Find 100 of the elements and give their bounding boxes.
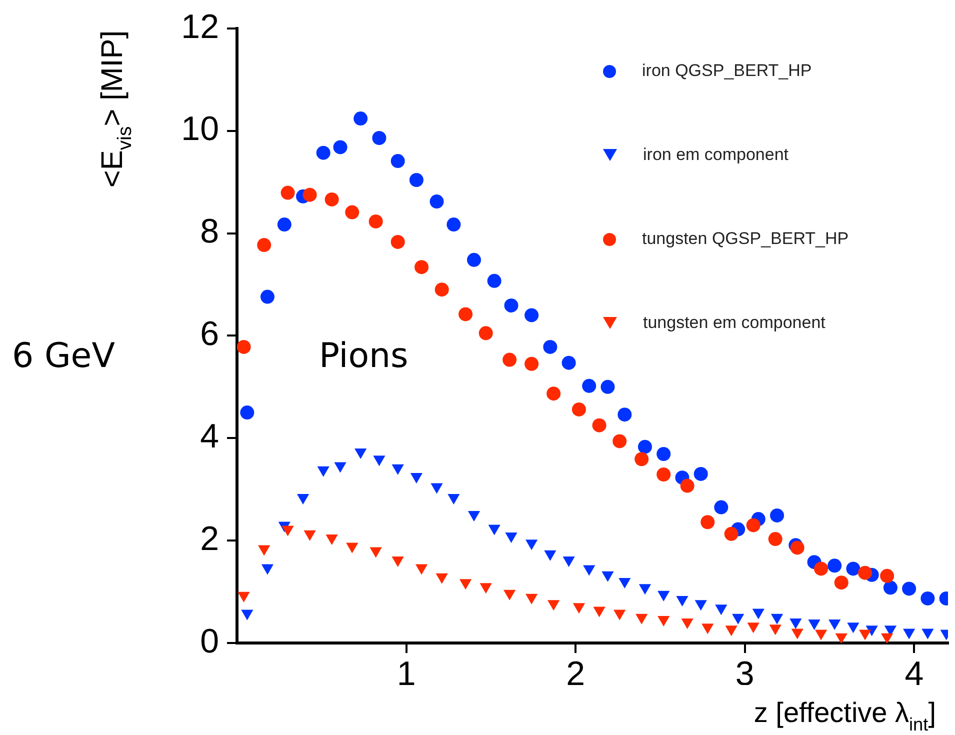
- point: [562, 356, 576, 370]
- text: 6 GeV: [12, 336, 115, 376]
- point: [446, 218, 461, 232]
- point: [345, 205, 360, 220]
- point: [769, 624, 782, 636]
- point: [681, 618, 694, 629]
- x-tick-label: 1: [396, 654, 416, 693]
- point: [478, 326, 493, 340]
- point: [866, 626, 878, 636]
- point: [467, 252, 481, 267]
- point: [544, 550, 556, 561]
- point: [847, 622, 860, 634]
- point: [700, 515, 715, 530]
- point: [835, 633, 848, 643]
- point: [732, 614, 744, 624]
- point: [715, 604, 728, 616]
- point: [505, 532, 518, 543]
- point: [503, 590, 516, 600]
- point: [317, 466, 330, 477]
- point: [770, 508, 784, 522]
- point: [903, 628, 916, 640]
- point: [524, 356, 539, 371]
- point: [582, 378, 596, 393]
- point: [524, 308, 539, 322]
- point: [548, 600, 560, 611]
- point: [770, 614, 784, 624]
- point: [502, 352, 517, 367]
- point: [354, 112, 368, 126]
- point: [354, 448, 367, 459]
- point: [614, 610, 626, 620]
- point: [525, 594, 538, 604]
- point: [883, 580, 898, 595]
- point: [458, 307, 473, 322]
- point: [747, 622, 760, 634]
- point: [634, 452, 649, 466]
- point: [370, 547, 382, 558]
- point: [658, 590, 670, 602]
- point: [302, 188, 317, 202]
- y-tick-label: 2: [200, 520, 219, 558]
- point: [880, 568, 894, 583]
- point: [791, 628, 804, 640]
- point: [858, 630, 872, 640]
- point: [415, 564, 428, 575]
- point: [238, 592, 250, 602]
- point: [436, 573, 448, 584]
- point: [602, 571, 614, 582]
- y-tick-label: 6: [200, 315, 219, 354]
- point: [808, 620, 820, 630]
- point: [324, 192, 339, 206]
- point: [368, 214, 383, 228]
- point: [390, 234, 405, 249]
- point: [326, 534, 338, 546]
- y-tick-label: 4: [200, 418, 219, 456]
- point: [448, 494, 460, 505]
- point: [846, 562, 860, 576]
- point: [434, 282, 449, 297]
- point: [790, 618, 802, 629]
- point: [572, 402, 586, 416]
- point: [638, 440, 652, 454]
- point: [488, 524, 500, 536]
- point: [694, 600, 707, 611]
- point: [409, 173, 424, 187]
- point: [572, 603, 586, 614]
- point: [390, 154, 405, 168]
- point: [237, 340, 251, 354]
- point: [834, 576, 848, 590]
- point: [504, 298, 518, 312]
- point: [922, 628, 934, 640]
- point: [459, 579, 472, 590]
- point: [790, 540, 804, 555]
- point: [277, 218, 292, 232]
- point: [487, 274, 502, 288]
- point: [902, 582, 916, 596]
- point: [414, 260, 429, 274]
- point: [543, 340, 558, 354]
- x-tick-label: 3: [735, 654, 754, 693]
- y-tick-label: 10: [181, 110, 219, 148]
- point: [814, 630, 828, 640]
- point: [373, 456, 386, 466]
- point: [656, 467, 671, 482]
- point: [746, 518, 760, 532]
- x-tick-label: 2: [566, 654, 586, 693]
- y-tick-label: 8: [200, 212, 219, 251]
- point: [280, 186, 295, 200]
- x-tick-label: 4: [904, 654, 924, 693]
- point: [240, 406, 254, 420]
- point: [724, 526, 738, 541]
- point: [676, 596, 688, 606]
- point: [430, 194, 444, 209]
- point: [282, 526, 294, 536]
- point: [430, 483, 443, 494]
- legend-label: iron QGSP_BERT_HP: [642, 61, 812, 82]
- point: [410, 473, 423, 484]
- point: [334, 462, 346, 473]
- point: [257, 238, 272, 252]
- legend-label: iron em component: [643, 145, 789, 166]
- point: [316, 146, 330, 160]
- y-tick-label: 12: [181, 8, 219, 46]
- point: [694, 466, 708, 481]
- point: [880, 633, 894, 643]
